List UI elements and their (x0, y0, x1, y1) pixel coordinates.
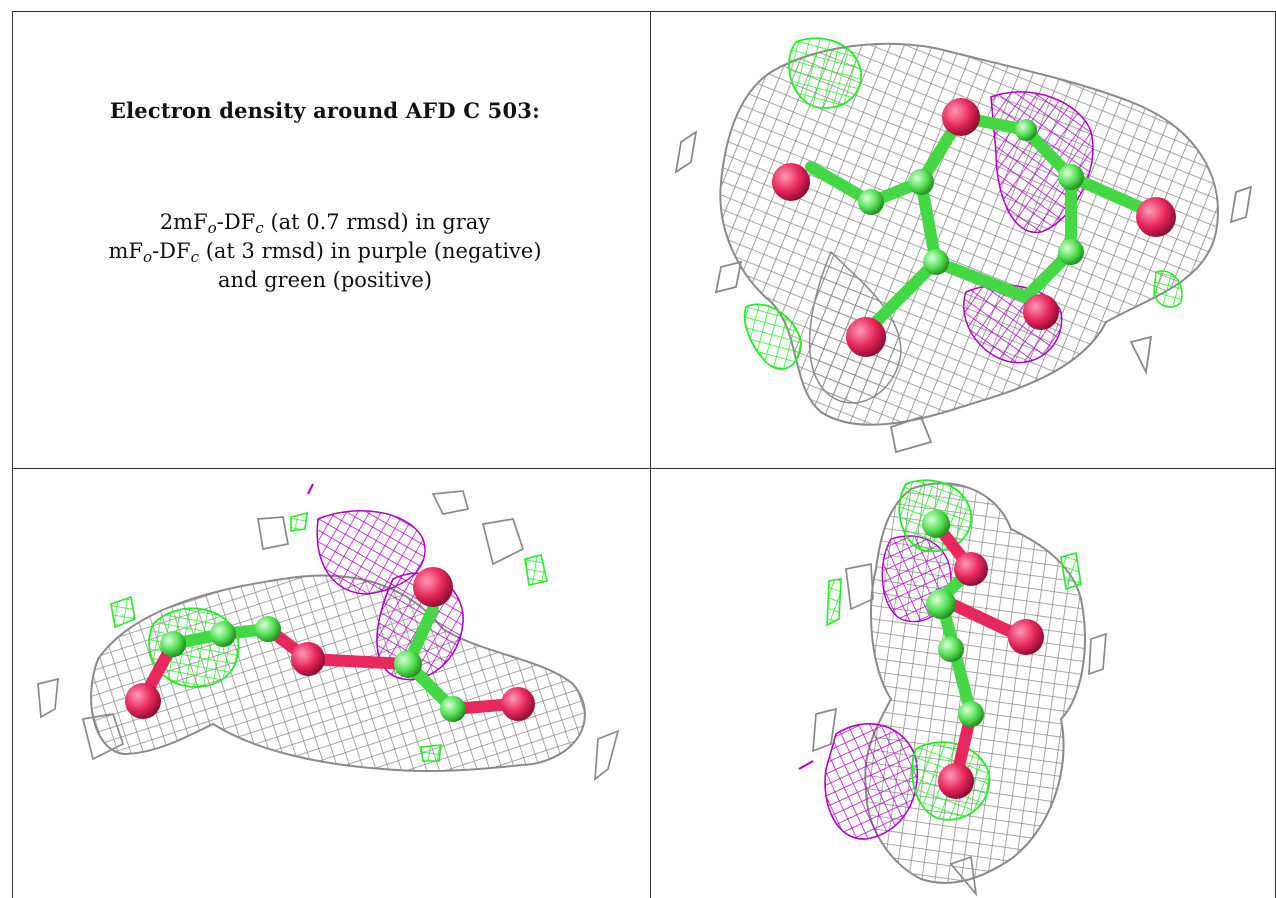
density-view-top-right (674, 37, 1253, 454)
table-middle-border (12, 468, 1276, 469)
table-center-border (650, 11, 651, 898)
negative-mesh-fragment (798, 760, 814, 770)
caption-line-2fofc: 2mFo-DFc (at 0.7 rmsd) in gray (159, 210, 491, 237)
density-view-bottom-left (37, 483, 620, 781)
positive-mesh-left (743, 303, 802, 370)
caption-line-colors: and green (positive) (217, 268, 433, 292)
negative-mesh-lower (824, 723, 919, 840)
carbon-atoms (922, 510, 984, 727)
gray-mesh-fragments (812, 562, 1107, 897)
table-top-border (12, 11, 1276, 12)
gray-mesh-fragments (37, 490, 620, 781)
table-left-border (12, 11, 13, 898)
positive-mesh-right (1153, 270, 1183, 308)
density-view-bottom-right (798, 479, 1107, 897)
positive-mesh-small (826, 551, 1082, 627)
caption-cell: Electron density around AFD C 503: 2mFo-… (12, 0, 638, 468)
oxygen-atoms (938, 552, 1044, 799)
carbon-atoms (160, 616, 466, 722)
negative-mesh-fragment (307, 483, 314, 495)
oxygen-atoms (772, 98, 1176, 357)
carbon-atoms (858, 119, 1084, 275)
positive-mesh-top (788, 37, 862, 109)
caption-title: Electron density around AFD C 503: (109, 98, 541, 123)
caption-body: 2mFo-DFc (at 0.7 rmsd) in gray mFo-DFc (… (12, 208, 638, 295)
gray-mesh-fragments (674, 130, 1253, 454)
oxygen-atoms (125, 567, 535, 721)
positive-mesh-small (110, 511, 548, 762)
caption-line-fofc: mFo-DFc (at 3 rmsd) in purple (negative) (108, 239, 542, 266)
